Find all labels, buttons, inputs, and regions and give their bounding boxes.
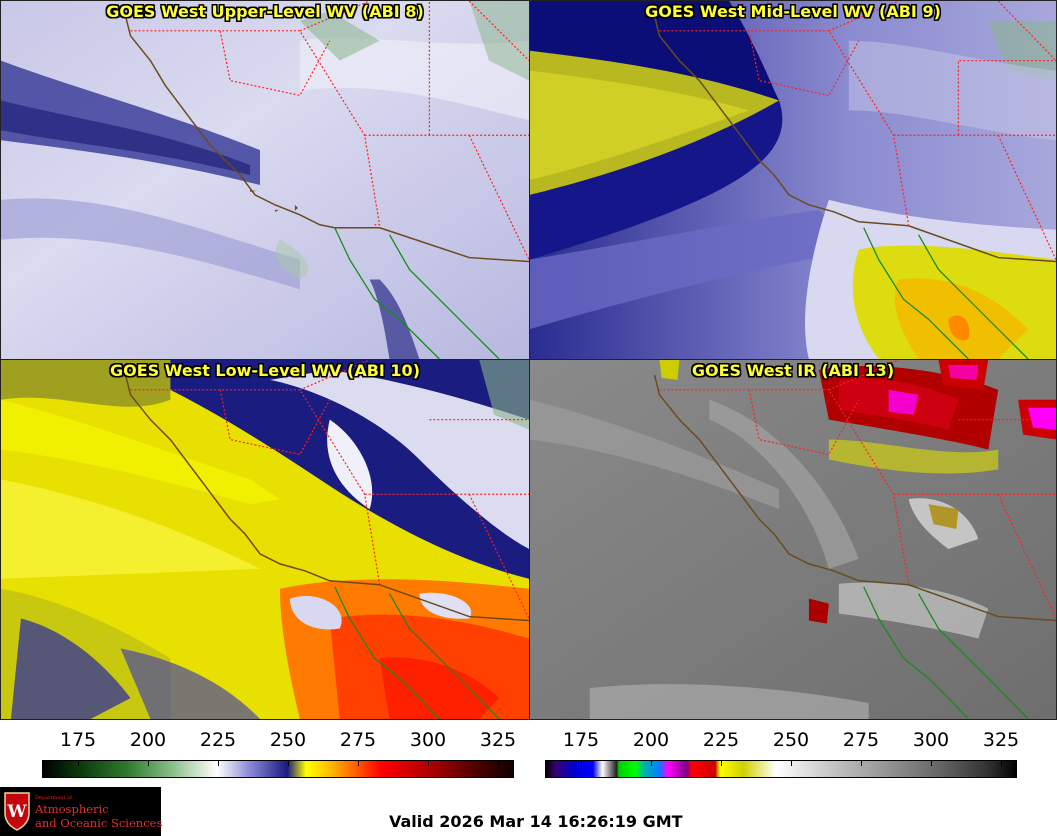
colorbar-tick-label: 200 [129,729,167,751]
colorbar-tick-label: 300 [912,729,950,751]
colorbar-tick-label: 325 [479,729,517,751]
colorbar-tick-label: 250 [269,729,307,751]
colorbar-tick-mark [861,760,862,766]
colorbar-tick-label: 225 [702,729,740,751]
low-level-wv-panel: GOES West Low-Level WV (ABI 10) [0,359,530,720]
panel-title: GOES West Low-Level WV (ABI 10) [109,361,420,380]
colorbar-tick-label: 225 [199,729,237,751]
mid-level-wv-panel: GOES West Mid-Level WV (ABI 9) [529,0,1057,360]
valid-time: Valid 2026 Mar 14 16:26:19 GMT [389,812,683,831]
uw-crest-icon: W [4,792,30,831]
colorbar-tick-label: 300 [409,729,447,751]
logo-name-line2: and Oceanic Sciences [35,816,163,830]
colorbar-tick-mark [581,760,582,766]
colorbar-tick-mark [651,760,652,766]
colorbar-tick-mark [288,760,289,766]
colorbar-tick-mark [931,760,932,766]
left-colorbar [42,760,514,778]
logo-name-line1: Atmospheric [35,802,109,816]
panel-title: GOES West Upper-Level WV (ABI 8) [106,2,424,21]
colorbar-tick-label: 325 [982,729,1020,751]
right-colorbar [545,760,1017,778]
logo-dept-text: Department of [35,795,72,801]
colorbar-tick-label: 175 [59,729,97,751]
low-level-wv-image [1,360,529,719]
panel-title: GOES West IR (ABI 13) [691,361,895,380]
crest-letter: W [6,802,27,822]
colorbar-tick-label: 175 [562,729,600,751]
colorbar-tick-mark [498,760,499,766]
ir-panel: GOES West IR (ABI 13) [529,359,1057,720]
colorbar-tick-label: 275 [842,729,880,751]
colorbar-tick-label: 250 [772,729,810,751]
colorbar-tick-label: 200 [632,729,670,751]
colorbar-tick-mark [218,760,219,766]
colorbar-tick-mark [78,760,79,766]
colorbar-tick-mark [791,760,792,766]
colorbar-tick-mark [721,760,722,766]
colorbar-tick-mark [358,760,359,766]
mid-level-wv-image [530,1,1056,359]
colorbar-tick-label: 275 [339,729,377,751]
upper-level-wv-panel: GOES West Upper-Level WV (ABI 8) [0,0,530,360]
upper-level-wv-image [1,1,529,359]
ir-image [530,360,1056,719]
panel-title: GOES West Mid-Level WV (ABI 9) [645,2,941,21]
aos-logo: W Department of Atmospheric and Oceanic … [0,787,163,836]
colorbar-tick-mark [428,760,429,766]
colorbar-tick-mark [148,760,149,766]
colorbar-tick-mark [1001,760,1002,766]
